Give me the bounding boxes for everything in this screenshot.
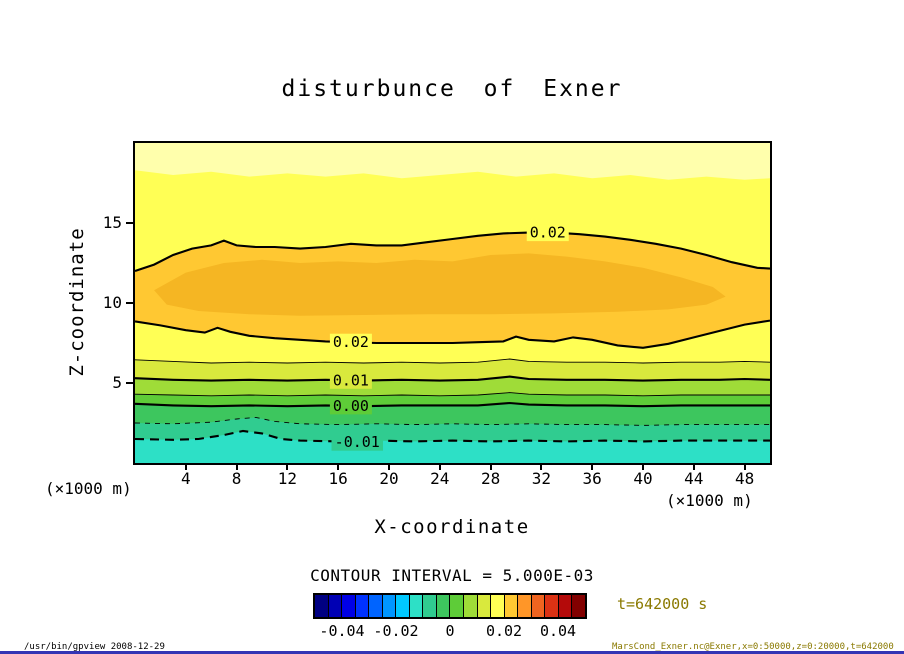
colorbar-tick-label: -0.04	[319, 622, 365, 640]
x-tick-mark	[540, 465, 543, 470]
x-tick-mark	[235, 465, 238, 470]
contour-line	[135, 401, 770, 408]
contour-label-bg	[329, 333, 372, 351]
colorbar-segment	[315, 595, 328, 617]
x-tick-mark	[286, 465, 289, 470]
x-tick-mark	[184, 465, 187, 470]
colorbar-segment	[368, 595, 382, 617]
colorbar-segment	[435, 595, 450, 617]
window-border	[0, 651, 904, 654]
colorbar-segment	[422, 595, 436, 617]
x-tick-label: 32	[531, 469, 552, 488]
colorbar-segment	[476, 595, 491, 617]
colorbar-segment	[449, 595, 464, 617]
colorbar-segment	[327, 595, 342, 617]
x-tick-label: 44	[684, 469, 704, 488]
contour-line	[135, 392, 770, 397]
x-tick-label: 28	[480, 469, 501, 488]
colorbar-segment	[381, 595, 396, 617]
contour-label-bg	[526, 224, 569, 242]
y-axis-unit: (×1000 m)	[45, 479, 132, 498]
contour-label-bg	[329, 397, 372, 415]
contour-line	[135, 319, 770, 349]
x-tick-mark	[489, 465, 492, 470]
contour-line	[135, 231, 770, 272]
colorbar-segment	[490, 595, 504, 617]
contour-label-bg	[329, 371, 372, 389]
colorbar-segment	[463, 595, 477, 617]
contour-plot: 0.02 0.02 0.01 0.00 -0.01	[135, 143, 770, 463]
time-label: t=642000 s	[617, 595, 708, 613]
colorbar-segment	[517, 595, 531, 617]
plot-title: disturbunce of Exner	[281, 76, 623, 102]
x-tick-label: 48	[734, 469, 755, 488]
colorbar-segment	[503, 595, 518, 617]
y-tick-mark	[126, 302, 133, 304]
x-axis-unit: (×1000 m)	[666, 491, 753, 510]
x-tick-mark	[591, 465, 594, 470]
x-tick-label: 20	[379, 469, 399, 488]
contour-line	[135, 416, 770, 426]
colorbar-tick-label: -0.02	[373, 622, 419, 640]
y-tick-mark	[126, 222, 133, 224]
x-axis-label: X-coordinate	[374, 516, 530, 538]
colorbar-tick-label: 0.04	[539, 622, 577, 640]
y-tick-mark	[126, 382, 133, 384]
colorbar-segment	[408, 595, 423, 617]
x-tick-mark	[388, 465, 390, 470]
contour-fill-core	[154, 253, 726, 316]
colorbar-segment	[530, 595, 545, 617]
y-tick-label: 10	[102, 293, 122, 312]
x-tick-mark	[337, 465, 340, 470]
contour-interval-caption: CONTOUR INTERVAL = 5.000E-03	[310, 566, 594, 585]
x-tick-mark	[642, 465, 644, 470]
contour-label: 0.02	[530, 224, 566, 242]
colorbar-segment	[571, 595, 585, 617]
footer-command: /usr/bin/gpview 2008-12-29	[24, 642, 165, 652]
x-tick-label: 24	[430, 469, 450, 488]
x-tick-label: 40	[633, 469, 653, 488]
colorbar-tick-label: 0.02	[485, 622, 523, 640]
contour-line	[135, 375, 770, 382]
x-tick-label: 12	[277, 469, 298, 488]
colorbar-segment	[341, 595, 355, 617]
colorbar-segment	[557, 595, 572, 617]
x-tick-mark	[438, 465, 441, 470]
x-tick-mark	[743, 465, 746, 470]
contour-label-bg	[331, 433, 383, 451]
colorbar-segment	[354, 595, 369, 617]
contour-label: 0.02	[333, 333, 369, 351]
colorbar	[313, 593, 587, 619]
y-tick-label: 5	[112, 373, 122, 392]
contour-line	[135, 358, 770, 364]
x-tick-label: 36	[582, 469, 602, 488]
x-tick-label: 8	[231, 469, 242, 488]
contour-label: 0.01	[333, 371, 369, 389]
footer-dataset: MarsCond_Exner.nc@Exner,x=0:50000,z=0:20…	[612, 642, 894, 652]
colorbar-segment	[544, 595, 558, 617]
contour-label: -0.01	[335, 433, 380, 451]
contour-label: 0.00	[333, 397, 369, 415]
x-tick-label: 4	[180, 469, 191, 488]
y-tick-label: 15	[102, 213, 122, 232]
contour-fill-band	[135, 431, 770, 463]
colorbar-segment	[395, 595, 409, 617]
colorbar-tick-label: 0	[445, 622, 455, 640]
x-tick-label: 16	[328, 469, 348, 488]
contour-line	[135, 429, 770, 443]
x-tick-mark	[692, 465, 695, 470]
plot-area: 0.02 0.02 0.01 0.00 -0.01	[133, 141, 772, 465]
y-axis-label: Z-coordinate	[66, 227, 88, 377]
